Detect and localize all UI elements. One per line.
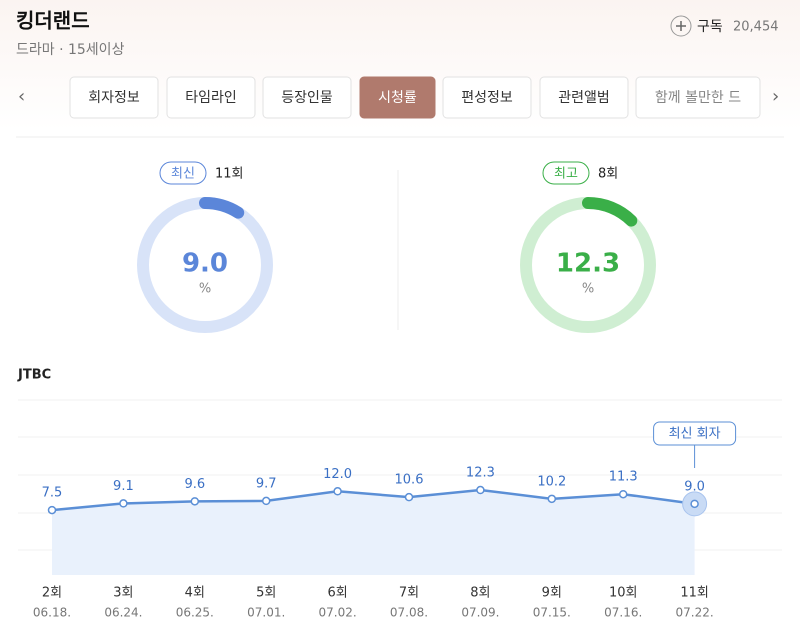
subscribe-label[interactable]: 구독 <box>697 19 723 35</box>
value-label: 9.0 <box>684 479 705 494</box>
tab-label[interactable]: 관련앨범 <box>558 90 610 106</box>
value-label: 9.1 <box>113 479 134 494</box>
x-tick-label: 6회 <box>327 586 347 601</box>
value-label: 12.0 <box>323 467 352 482</box>
x-tick-label: 4회 <box>185 586 205 601</box>
x-tick-label: 10회 <box>609 586 638 601</box>
x-date-label: 06.18. <box>33 606 71 620</box>
tab-label[interactable]: 타임라인 <box>185 90 237 106</box>
tab[interactable] <box>635 76 761 119</box>
ring-arc <box>199 197 245 219</box>
badge <box>159 161 207 185</box>
x-date-label: 06.25. <box>176 606 214 620</box>
rating-unit: % <box>582 282 594 297</box>
value-label: 11.3 <box>609 470 638 485</box>
tab-next[interactable]: › <box>772 86 779 107</box>
value-label: 7.5 <box>42 486 63 501</box>
badge <box>542 161 590 185</box>
ring-arc <box>582 197 638 227</box>
x-tick-label: 11회 <box>680 586 709 601</box>
tab[interactable] <box>166 76 256 119</box>
value-label: 9.6 <box>184 477 205 492</box>
value-label: 10.6 <box>395 473 424 488</box>
tab[interactable] <box>69 76 159 119</box>
x-date-label: 07.09. <box>461 606 499 620</box>
episode: 8회 <box>598 167 618 182</box>
point <box>119 499 128 508</box>
rating-unit: % <box>199 282 211 297</box>
subscriber-count: 20,454 <box>733 20 779 35</box>
annotation-box <box>653 421 737 446</box>
x-tick-label: 7회 <box>399 586 419 601</box>
tab[interactable] <box>359 76 436 119</box>
tab-label[interactable]: 등장인물 <box>281 90 333 106</box>
tab[interactable] <box>442 76 532 119</box>
x-tick-label: 5회 <box>256 586 276 601</box>
x-tick-label: 2회 <box>42 586 62 601</box>
tab[interactable] <box>539 76 629 119</box>
title: 킹더랜드 <box>16 9 90 33</box>
episode: 11회 <box>215 167 244 182</box>
rating-value: 12.3 <box>556 249 620 279</box>
badge-label: 최신 <box>171 167 195 182</box>
subscribe-icon[interactable] <box>670 15 692 37</box>
x-tick-label: 8회 <box>470 586 490 601</box>
point <box>261 496 271 506</box>
plus <box>676 21 686 31</box>
subtitle: 드라마 · 15세이상 <box>16 42 125 58</box>
x-date-label: 07.15. <box>533 606 571 620</box>
point <box>618 489 628 499</box>
point <box>333 487 342 496</box>
value-label: 9.7 <box>256 476 277 491</box>
x-date-label: 07.16. <box>604 606 642 620</box>
point <box>47 505 57 515</box>
tab-prev[interactable]: ‹ <box>18 86 25 107</box>
x-date-label: 07.22. <box>676 606 714 620</box>
area <box>52 490 695 575</box>
x-date-label: 06.24. <box>104 606 142 620</box>
line <box>51 488 695 512</box>
x-date-label: 07.02. <box>319 606 357 620</box>
x-date-label: 07.08. <box>390 606 428 620</box>
x-tick-label: 3회 <box>113 586 133 601</box>
badge-label: 최고 <box>554 167 578 182</box>
point <box>690 499 699 509</box>
annotation: 최신 회자 <box>669 427 721 442</box>
x-tick-label: 9회 <box>542 586 562 601</box>
channel: JTBC <box>17 368 51 383</box>
point <box>404 492 414 502</box>
point <box>190 497 200 506</box>
tab-label[interactable]: 회자정보 <box>88 90 140 106</box>
value-label: 12.3 <box>466 466 495 481</box>
tab-label[interactable]: 편성정보 <box>461 90 513 106</box>
value-label: 10.2 <box>537 474 566 489</box>
tab-label[interactable]: 함께 볼만한 드 <box>655 90 741 106</box>
tab-label[interactable]: 시청률 <box>378 90 417 106</box>
x-date-label: 07.01. <box>247 606 285 620</box>
tab[interactable] <box>262 76 352 119</box>
rating-value: 9.0 <box>182 249 228 279</box>
point <box>547 494 557 504</box>
point <box>476 485 485 495</box>
